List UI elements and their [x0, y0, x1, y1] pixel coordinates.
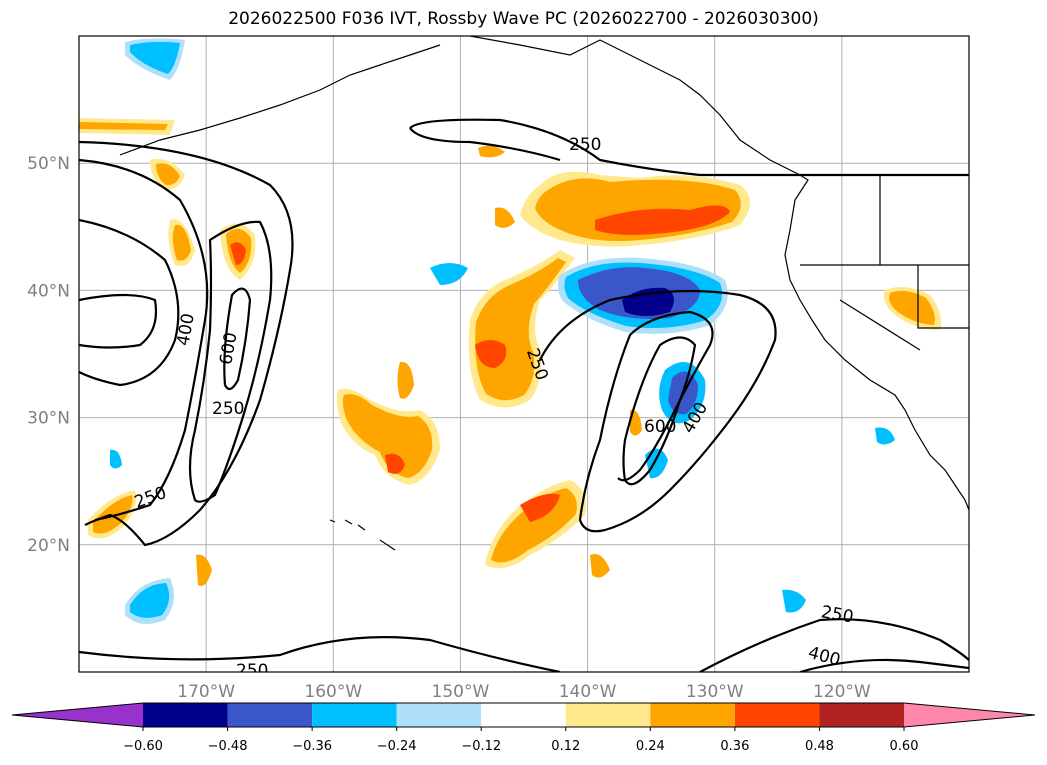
colorbar-tick-label: 0.24: [636, 739, 665, 754]
colorbar-swatch: [396, 703, 482, 727]
colorbar-swatch: [565, 703, 651, 727]
positive-anomaly-region: [475, 340, 507, 368]
positive-anomaly-region: [590, 554, 610, 578]
colorbar-swatch: [819, 703, 904, 727]
contour-label: 250: [212, 399, 244, 419]
positive-anomaly-region: [495, 207, 515, 228]
colorbar-extension-high: [904, 703, 1035, 727]
negative-anomaly-region: [782, 589, 806, 613]
colorbar-swatch: [481, 703, 566, 727]
positive-anomaly-region: [196, 554, 212, 586]
colorbar-tick-label: −0.12: [461, 739, 501, 754]
map-area: 250 400 600 250 250 250 600 400 250 250 …: [79, 36, 969, 681]
map-frame: [78, 35, 970, 673]
contour-line: [79, 140, 294, 547]
colorbar-tick-label: −0.60: [123, 739, 163, 754]
contour-label: 250: [236, 661, 268, 681]
positive-anomaly-region: [230, 242, 246, 265]
latitude-label: 40°N: [27, 281, 70, 301]
longitude-label: 130°W: [686, 682, 744, 702]
contour-line: [188, 220, 273, 503]
contour-line: [79, 158, 209, 522]
negative-anomaly-region: [110, 449, 122, 469]
contour-label: 600: [644, 417, 676, 437]
contours: [79, 118, 969, 672]
contour-line: [223, 287, 252, 391]
contour-line: [79, 218, 180, 387]
negative-anomaly-region: [130, 583, 170, 618]
colorbar-swatch: [227, 703, 313, 727]
contour-line: [622, 336, 697, 486]
colorbar-tick-label: 0.36: [720, 739, 749, 754]
longitude-label: 160°W: [304, 682, 362, 702]
positive-anomaly-region: [595, 205, 730, 235]
contour-line: [539, 289, 777, 533]
longitude-label: 120°W: [813, 682, 871, 702]
colorbar: −0.60 −0.48 −0.36 −0.24 −0.12 0.12 0.24 0.36 0.4…: [11, 702, 1036, 754]
positive-anomaly-region: [156, 163, 180, 186]
positive-anomaly-region: [397, 361, 414, 399]
latitude-label: 20°N: [27, 536, 70, 556]
positive-anomaly-region: [630, 409, 642, 436]
contour-line: [799, 658, 969, 672]
colorbar-tick-label: 0.12: [551, 739, 580, 754]
colorbar-tick-label: 0.60: [890, 739, 919, 754]
positive-anomaly-region: [478, 145, 505, 158]
hawaiian-islands: [329, 519, 396, 551]
colorbar-tick-label: 0.48: [805, 739, 834, 754]
latitude-label: 30°N: [27, 409, 70, 429]
state-borders: [800, 175, 969, 351]
aleutian-islands: [119, 44, 441, 156]
positive-anomaly-region: [79, 122, 168, 130]
colorbar-tick-label: −0.48: [208, 739, 248, 754]
positive-anomaly-region: [342, 394, 433, 478]
negative-anomaly-region: [430, 263, 468, 285]
latitude-labels: 20°N 30°N 40°N 50°N: [27, 154, 70, 556]
north-america-coastline: [469, 36, 969, 511]
colorbar-tick-label: −0.36: [292, 739, 332, 754]
positive-anomaly-region: [520, 493, 560, 522]
latitude-label: 50°N: [27, 154, 70, 174]
contour-line: [79, 293, 158, 349]
positive-anomaly-region: [93, 495, 133, 534]
contour-label: 250: [569, 135, 601, 155]
colorbar-swatch: [312, 703, 397, 727]
positive-anomaly-region: [385, 453, 405, 474]
positive-anomaly-region: [491, 488, 577, 563]
longitude-label: 140°W: [559, 682, 617, 702]
longitude-labels: 170°W 160°W 150°W 140°W 130°W 120°W: [177, 682, 871, 702]
negative-anomaly-region: [130, 41, 180, 74]
positive-anomaly-region: [172, 224, 191, 261]
map-title: 2026022500 F036 IVT, Rossby Wave PC (202…: [228, 9, 819, 29]
longitude-label: 150°W: [432, 682, 490, 702]
contour-line: [79, 636, 561, 672]
positive-anomaly-shading: [79, 118, 942, 586]
colorbar-extension-low: [12, 703, 143, 727]
contour-line: [699, 618, 969, 672]
colorbar-swatch: [650, 703, 735, 727]
colorbar-swatch: [734, 703, 820, 727]
contour-line: [409, 118, 969, 177]
colorbar-tick-label: −0.24: [377, 739, 417, 754]
positive-anomaly-region: [889, 290, 935, 325]
contour-line: [409, 127, 561, 162]
colorbar-swatch: [143, 703, 228, 727]
negative-anomaly-region: [875, 427, 895, 445]
longitude-label: 170°W: [177, 682, 235, 702]
